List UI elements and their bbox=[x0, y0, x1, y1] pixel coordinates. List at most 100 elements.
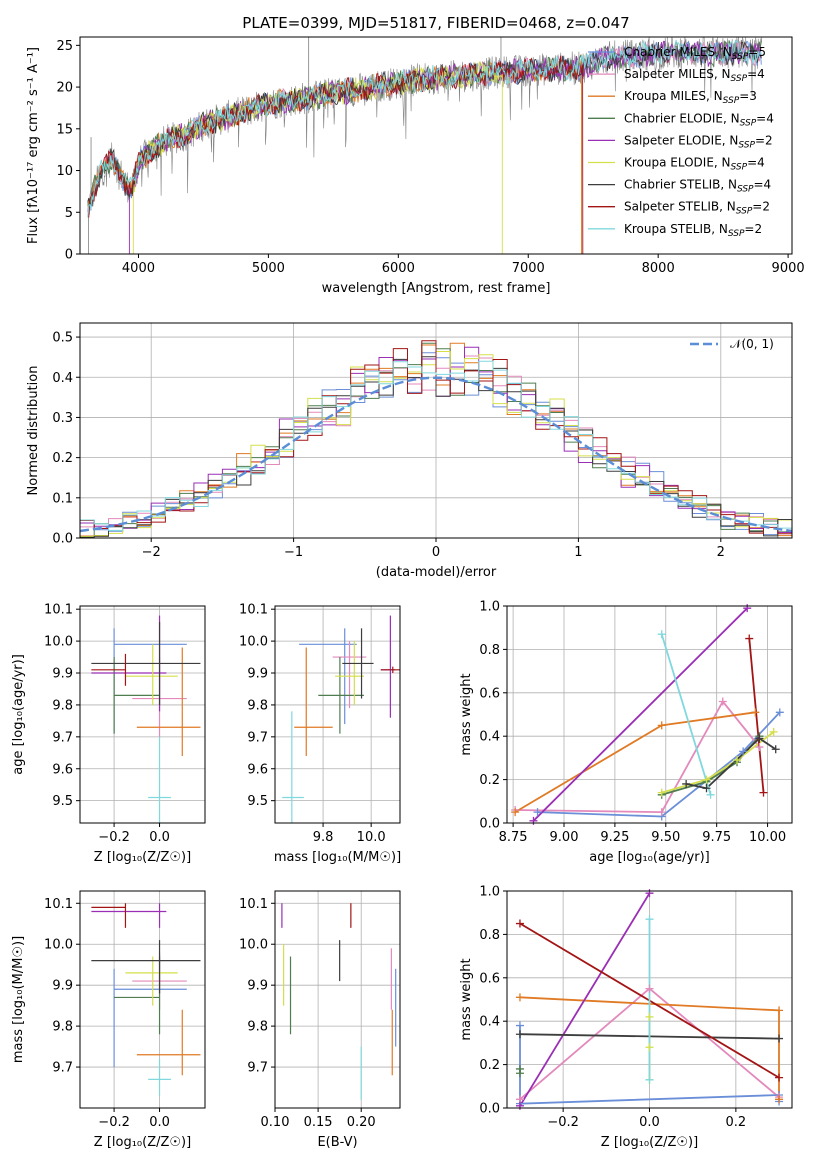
x-tick-label: 9.25 bbox=[600, 830, 629, 845]
model-spectrum-line bbox=[87, 41, 762, 207]
mass-weight-marker bbox=[645, 1012, 654, 1021]
mass-weight-series-line bbox=[537, 711, 781, 818]
mass-weight-marker bbox=[515, 1069, 524, 1078]
y-tick-label: 9.9 bbox=[247, 667, 268, 682]
mass-vs-metallicity-panel: −0.2 0.0 9.7 9.8 9.9 10.0 10.1 Z [log₁₀(Z/Z☉)] m… bbox=[11, 890, 206, 1150]
y-tick-label: 0.6 bbox=[479, 971, 500, 986]
mass-weight-series-line bbox=[685, 737, 777, 790]
legend-entry: Chabrier ELODIE, NSSP=4 bbox=[624, 111, 774, 128]
mass-weight-marker bbox=[657, 721, 666, 730]
age-vs-mass-panel: 9.8 10.0 9.5 9.6 9.7 9.8 9.9 10.0 10.1 mass [log₁… bbox=[239, 603, 401, 865]
x-tick-label: −2 bbox=[142, 545, 161, 560]
mass-weight-marker bbox=[657, 808, 666, 817]
mass-weight-marker bbox=[645, 984, 654, 993]
mass-weight-marker bbox=[775, 1095, 784, 1104]
mass-weight-marker bbox=[759, 788, 768, 797]
y-axis-label: mass weight bbox=[459, 958, 474, 1040]
y-tick-label: 9.5 bbox=[52, 794, 73, 809]
x-tick-label: 8.75 bbox=[499, 830, 528, 845]
y-tick-label: 20 bbox=[56, 81, 73, 96]
mass-weight-marker bbox=[515, 1021, 524, 1030]
mass-weight-series-line bbox=[748, 638, 765, 793]
y-tick-label: 9.7 bbox=[247, 730, 268, 745]
y-axis-label: mass weight bbox=[459, 673, 474, 755]
residual-histogram-panel: −2 −1 0 1 2 0.0 0.1 0.2 0.3 0.4 0.5 (data-model)/er… bbox=[26, 322, 793, 580]
plot-area bbox=[281, 903, 397, 1100]
x-axis-label: Z [log₁₀(Z/Z☉)] bbox=[94, 1135, 191, 1150]
y-axis-label: mass [log₁₀(M/M☉)] bbox=[11, 936, 26, 1063]
y-tick-label: 15 bbox=[56, 122, 73, 137]
x-axis-label: Z [log₁₀(Z/Z☉)] bbox=[94, 850, 191, 865]
axes-frame bbox=[79, 890, 206, 1109]
y-tick-label: 0.2 bbox=[479, 773, 500, 788]
plot-area bbox=[91, 903, 201, 1096]
y-tick-label: 9.6 bbox=[247, 762, 268, 777]
mass-weight-marker bbox=[702, 784, 711, 793]
legend-entry: Chabrier STELIB, NSSP=4 bbox=[624, 178, 771, 195]
x-tick-label: 1 bbox=[574, 545, 582, 560]
mass-weight-marker bbox=[775, 1073, 784, 1082]
y-tick-label: 10 bbox=[56, 164, 73, 179]
y-tick-label: 10.0 bbox=[44, 635, 73, 650]
axes-frame bbox=[79, 605, 206, 824]
mass-weight-marker bbox=[645, 1075, 654, 1084]
mass-weight-marker bbox=[515, 919, 524, 928]
y-tick-label: 10.1 bbox=[44, 603, 73, 618]
mass-weight-marker bbox=[515, 993, 524, 1002]
y-tick-label: 9.8 bbox=[52, 1020, 73, 1035]
y-tick-label: 0.8 bbox=[479, 643, 500, 658]
mass-weight-series-line bbox=[519, 892, 651, 1107]
x-tick-label: −0.2 bbox=[98, 830, 130, 845]
legend-entry: 𝒩(0, 1) bbox=[730, 337, 774, 351]
y-axis-label: Flux [fλ10⁻¹⁷ erg cm⁻² s⁻¹ A⁻¹] bbox=[26, 47, 41, 244]
y-tick-label: 9.8 bbox=[247, 1020, 268, 1035]
x-tick-label: −0.2 bbox=[98, 1115, 130, 1130]
y-tick-label: 0.1 bbox=[52, 491, 73, 506]
x-tick-label: 2 bbox=[717, 545, 725, 560]
y-tick-label: 10.1 bbox=[239, 603, 268, 618]
y-tick-label: 0.2 bbox=[52, 451, 73, 466]
y-tick-label: 0.0 bbox=[479, 817, 500, 832]
x-tick-label: 10.00 bbox=[749, 830, 786, 845]
x-tick-label: 0.0 bbox=[639, 1115, 660, 1130]
x-axis-label: wavelength [Angstrom, rest frame] bbox=[322, 281, 551, 296]
mass-weight-marker bbox=[702, 775, 711, 784]
plot-area bbox=[282, 615, 400, 823]
mass-weight-series-line bbox=[660, 633, 712, 796]
x-tick-label: 8000 bbox=[642, 261, 675, 276]
y-tick-label: 9.7 bbox=[52, 1061, 73, 1076]
mass-weight-marker bbox=[718, 697, 727, 706]
x-axis-label: E(B-V) bbox=[317, 1135, 357, 1150]
y-tick-label: 0.4 bbox=[52, 371, 73, 386]
mass-weight-marker bbox=[533, 808, 542, 817]
x-tick-label: 9.8 bbox=[313, 830, 334, 845]
x-tick-label: 9.75 bbox=[702, 830, 731, 845]
legend-entry: Kroupa STELIB, NSSP=2 bbox=[624, 222, 762, 239]
mass-weight-marker bbox=[775, 1006, 784, 1015]
y-tick-label: 10.1 bbox=[44, 897, 73, 912]
mass-weight-marker bbox=[706, 790, 715, 799]
mass-weight-vs-metallicity-panel: −0.2 0.0 0.2 0.0 0.2 0.4 0.6 0.8 1.0 Z [log₁₀(Z/Z… bbox=[459, 885, 793, 1150]
y-tick-label: 9.5 bbox=[247, 794, 268, 809]
x-tick-label: 6000 bbox=[382, 261, 415, 276]
mass-weight-series-line bbox=[515, 699, 761, 814]
axes-frame bbox=[274, 605, 401, 824]
y-tick-label: 10.0 bbox=[239, 635, 268, 650]
spectrum-panel: 4000 5000 6000 7000 8000 9000 0 5 10 15 20 25 wavele… bbox=[26, 36, 805, 296]
plot-area bbox=[87, 37, 763, 254]
x-tick-label: 0 bbox=[432, 545, 440, 560]
y-axis-label: Normed distribution bbox=[26, 366, 41, 496]
mass-weight-marker bbox=[657, 788, 666, 797]
plot-area bbox=[91, 615, 201, 823]
x-tick-label: 0.15 bbox=[304, 1115, 333, 1130]
mass-weight-marker bbox=[645, 1043, 654, 1052]
y-tick-label: 9.6 bbox=[52, 762, 73, 777]
y-tick-label: 0.0 bbox=[52, 532, 73, 547]
y-tick-label: 10.0 bbox=[239, 938, 268, 953]
residual-histogram-step bbox=[80, 360, 792, 538]
y-tick-label: 9.8 bbox=[52, 698, 73, 713]
axes-frame bbox=[79, 36, 793, 255]
y-tick-label: 0.2 bbox=[479, 1058, 500, 1073]
x-axis-label: (data-model)/error bbox=[376, 565, 497, 580]
